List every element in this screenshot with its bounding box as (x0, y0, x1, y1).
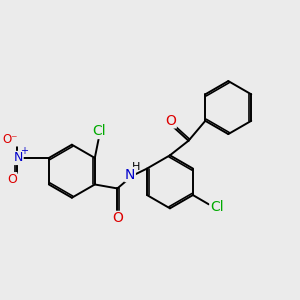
Text: O: O (7, 173, 17, 186)
Text: O: O (165, 114, 176, 128)
Text: Cl: Cl (92, 124, 106, 138)
Text: Cl: Cl (210, 200, 224, 214)
Text: O: O (112, 212, 123, 225)
Text: O⁻: O⁻ (3, 133, 18, 146)
Text: H: H (132, 162, 140, 172)
Text: N: N (14, 152, 23, 164)
Text: +: + (20, 146, 28, 155)
Text: N: N (125, 167, 135, 182)
